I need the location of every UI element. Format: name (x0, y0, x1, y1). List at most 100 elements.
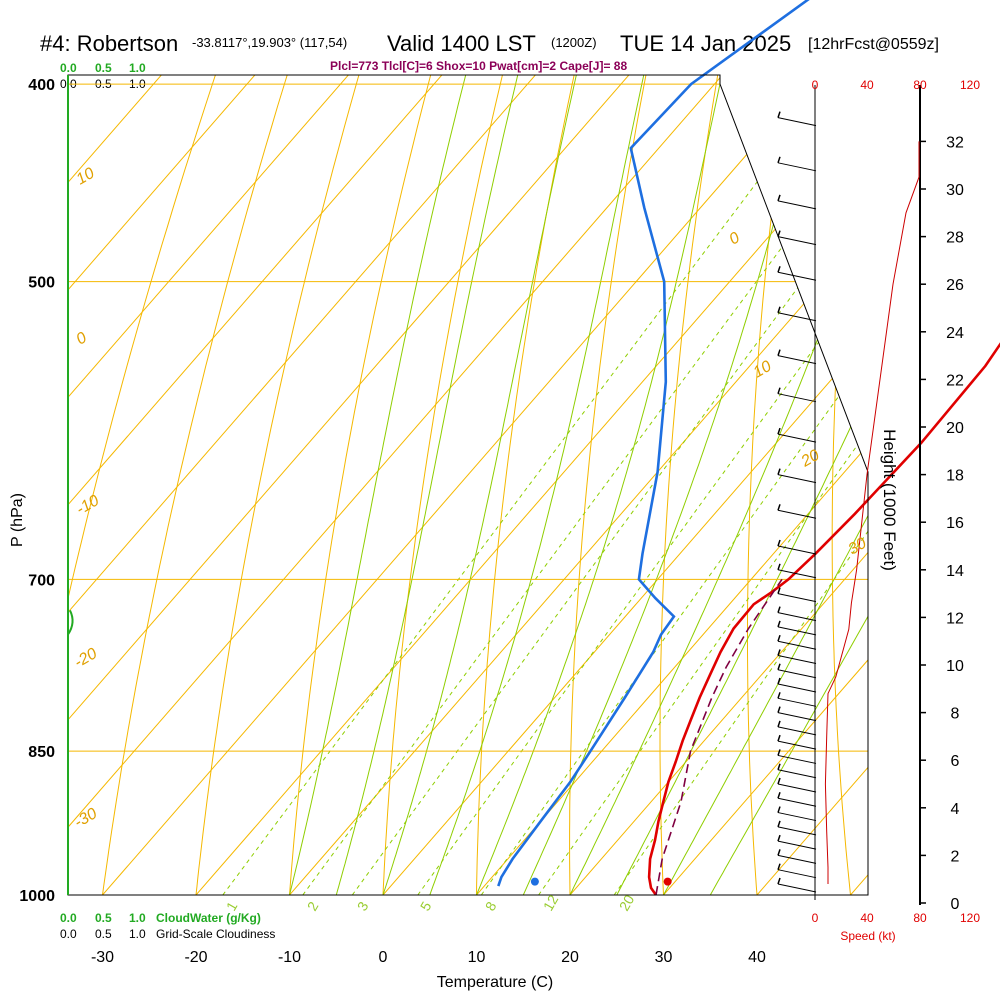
wind-barb-flag (777, 634, 781, 642)
height-tick-label: 4 (951, 801, 960, 818)
valid-date: TUE 14 Jan 2025 (620, 31, 791, 56)
height-tick-label: 12 (946, 610, 964, 627)
height-tick-label: 10 (946, 658, 964, 675)
wind-barb (777, 569, 817, 579)
dry-adiabat (68, 75, 379, 895)
surface-dewpoint-marker (530, 877, 539, 886)
wind-barb (777, 683, 817, 693)
legend-cloudiness-tick: 1.0 (129, 927, 146, 941)
pressure-tick-label: 1000 (19, 888, 55, 905)
wind-barb-flag (777, 587, 781, 594)
wind-barb (777, 593, 817, 603)
wind-barb (777, 640, 817, 650)
station-coords: -33.8117°,19.903° (117,54) (192, 35, 347, 50)
wind-barb-flag (777, 156, 781, 164)
dry-adiabat (831, 75, 868, 895)
speed-scale-bottom: 0 40 80 120 Speed (kt) (812, 911, 981, 943)
wind-barb (777, 797, 817, 807)
height-tick-label: 20 (946, 420, 964, 437)
legend-cloudwater-tick: 1.0 (129, 911, 146, 925)
speed-axis-label: Speed (kt) (840, 929, 895, 943)
wind-barb (777, 509, 817, 519)
wind-barb (777, 712, 817, 722)
wind-barb-flag (777, 720, 781, 728)
dewpoint-profile (497, 0, 810, 887)
wind-speed-profile (824, 141, 920, 884)
wind-barb-flag (777, 777, 781, 785)
cloudwater-trace (67, 609, 74, 636)
wind-barb-flag (777, 606, 781, 613)
wind-barb-flag (777, 539, 781, 547)
wind-barb-flag (777, 111, 781, 118)
surface-temperature-marker (663, 877, 672, 886)
wind-barb (777, 271, 817, 281)
wind-barb-flag (777, 806, 781, 813)
wind-barb-flag (777, 387, 781, 394)
temperature-tick-label: -30 (91, 949, 114, 966)
cloudwater-tick: 0.5 (95, 61, 112, 75)
wind-barb-flag (777, 706, 781, 713)
wind-barb (777, 840, 817, 850)
height-tick-label: 24 (946, 325, 964, 342)
wind-barb-flag (777, 792, 781, 799)
wind-barb (777, 826, 817, 836)
wind-barb (777, 117, 817, 127)
pressure-tick-label: 850 (28, 744, 55, 761)
speed-tick: 80 (913, 911, 927, 925)
wind-barb (777, 697, 817, 707)
profiles (67, 0, 1000, 896)
legend-cloudwater-tick: 0.0 (60, 911, 77, 925)
wind-barb (777, 654, 817, 664)
pressure-tick-label: 500 (28, 275, 55, 292)
isotherm-line (382, 75, 868, 895)
height-tick-label: 28 (946, 230, 964, 247)
isotherm-line (476, 75, 868, 895)
temperature-axis-label: Temperature (C) (437, 974, 553, 991)
wind-barb-flag (777, 763, 781, 770)
top-cloudwater-scale: 0.0 0.5 1.0 (60, 61, 146, 75)
wind-barb (777, 869, 817, 879)
temperature-profile (647, 342, 1000, 896)
wind-barb-flag (777, 230, 781, 237)
height-tick-label: 18 (946, 468, 964, 485)
temperature-tick-label: -10 (278, 949, 301, 966)
height-tick-label: 30 (946, 182, 964, 199)
speed-tick: 120 (960, 78, 980, 92)
dry-adiabat (382, 75, 628, 895)
height-tick-label: 22 (946, 372, 964, 389)
dry-adiabat (569, 75, 752, 895)
moist-adiabat (476, 75, 816, 895)
bottom-legend: 0.0 0.5 1.0 CloudWater (g/Kg) 0.0 0.5 1.… (60, 911, 275, 941)
dry-adiabat (476, 75, 690, 895)
valid-time: Valid 1400 LST (387, 31, 536, 56)
pressure-tick-label: 400 (28, 77, 55, 94)
moist-adiabat (289, 75, 585, 895)
wind-barb-flag (777, 692, 781, 699)
wind-barb (777, 854, 817, 864)
valid-zulu: (1200Z) (551, 35, 597, 50)
speed-tick: 120 (960, 911, 980, 925)
dry-adiabat (659, 75, 814, 895)
dry-adiabat-label: 10 (74, 165, 98, 189)
stability-info: Plcl=773 Tlcl[C]=6 Shox=10 Pwat[cm]=2 Ca… (330, 59, 627, 73)
wind-barb (777, 312, 817, 322)
moist-adiabat (569, 75, 868, 895)
speed-tick: 40 (860, 78, 874, 92)
wind-barb (777, 726, 817, 736)
wind-barb (777, 162, 817, 172)
wind-barb-flag (777, 468, 781, 475)
wind-barb (777, 433, 817, 443)
pressure-axis-label: P (hPa) (9, 493, 26, 547)
height-tick-label: 32 (946, 134, 964, 151)
wind-barb (777, 754, 817, 764)
temperature-axis: -30 -20 -10 0 10 20 30 40 (91, 949, 766, 966)
wind-barb-flag (777, 663, 781, 670)
pressure-axis: 2503004005007008501000 (19, 77, 55, 905)
wind-barb-flag (777, 863, 781, 870)
moist-adiabat (663, 75, 868, 895)
wind-barb (777, 883, 817, 893)
wind-barb-flag (777, 563, 781, 571)
moist-adiabat (522, 75, 868, 895)
temperature-tick-label: -20 (184, 949, 207, 966)
wind-barb-flag (777, 504, 781, 511)
